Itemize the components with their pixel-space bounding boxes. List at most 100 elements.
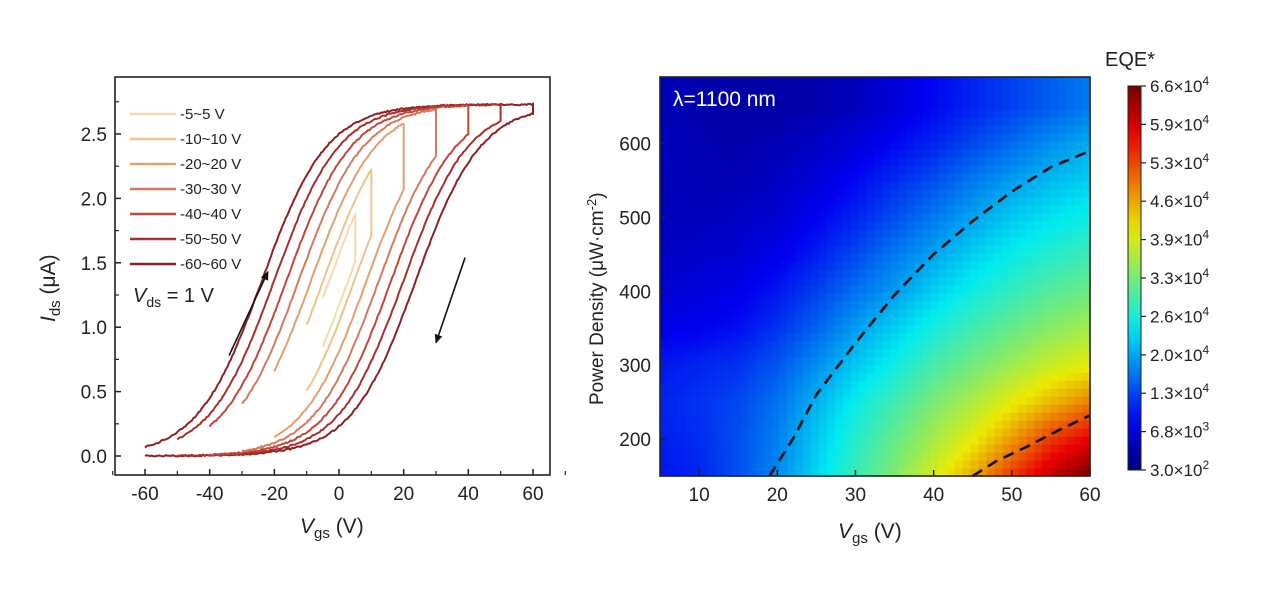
heatmap-cell — [724, 292, 733, 301]
heatmap-cell — [676, 292, 685, 301]
heatmap-cell — [1026, 93, 1035, 102]
heatmap-cell — [851, 181, 860, 190]
heatmap-cell — [979, 436, 988, 445]
series-line — [210, 105, 469, 455]
heatmap-cell — [947, 253, 956, 262]
heatmap-cell — [907, 157, 916, 166]
heatmap-cell — [724, 420, 733, 429]
heatmap-cell — [891, 348, 900, 357]
heatmap-cell — [827, 221, 836, 230]
heatmap-cell — [795, 157, 804, 166]
heatmap-cell — [923, 237, 932, 246]
heatmap-cell — [748, 332, 757, 341]
heatmap-cell — [835, 93, 844, 102]
legend: -5~5 V-10~10 V-20~20 V-30~30 V-40~40 V-5… — [130, 106, 241, 273]
heatmap-cell — [692, 205, 701, 214]
heatmap-cell — [859, 93, 868, 102]
heatmap-cell — [756, 444, 765, 453]
heatmap-cell — [795, 205, 804, 214]
heatmap-cell — [764, 356, 773, 365]
heatmap-cell — [859, 101, 868, 110]
heatmap-cell — [668, 380, 677, 389]
heatmap-cell — [994, 165, 1003, 174]
heatmap-cell — [676, 436, 685, 445]
heatmap-cell — [819, 412, 828, 421]
heatmap-cell — [668, 412, 677, 421]
heatmap-cell — [756, 372, 765, 381]
heatmap-cell — [1018, 173, 1027, 182]
heatmap-cell — [1034, 356, 1043, 365]
heatmap-cell — [764, 436, 773, 445]
heatmap-cell — [787, 117, 796, 126]
heatmap-cell — [764, 412, 773, 421]
heatmap-cell — [787, 101, 796, 110]
heatmap-cell — [947, 245, 956, 254]
heatmap-cell — [994, 101, 1003, 110]
heatmap-cell — [835, 157, 844, 166]
right-x-axis-label: Vgs (V) — [838, 520, 902, 547]
heatmap-cell — [907, 364, 916, 373]
heatmap-cell — [748, 316, 757, 325]
heatmap-cell — [986, 340, 995, 349]
heatmap-cell — [692, 396, 701, 405]
heatmap-cell — [1034, 420, 1043, 429]
heatmap-cell — [700, 253, 709, 262]
heatmap-cell — [867, 388, 876, 397]
heatmap-cell — [1026, 205, 1035, 214]
heatmap-cell — [851, 316, 860, 325]
heatmap-cell — [1066, 269, 1075, 278]
heatmap-cell — [668, 428, 677, 437]
heatmap-cell — [835, 324, 844, 333]
heatmap-cell — [955, 428, 964, 437]
heatmap-cell — [740, 316, 749, 325]
heatmap-cell — [684, 189, 693, 198]
heatmap-cell — [684, 165, 693, 174]
y-tick-label: 200 — [619, 430, 651, 451]
heatmap-cell — [1074, 237, 1083, 246]
heatmap-cell — [732, 412, 741, 421]
heatmap-cell — [915, 229, 924, 238]
heatmap-cell — [1066, 117, 1075, 126]
heatmap-cell — [1074, 308, 1083, 317]
heatmap-cell — [1026, 380, 1035, 389]
heatmap-cell — [684, 316, 693, 325]
heatmap-cell — [668, 245, 677, 254]
heatmap-cell — [740, 356, 749, 365]
heatmap-cell — [716, 452, 725, 461]
heatmap-cell — [891, 197, 900, 206]
heatmap-cell — [1042, 412, 1051, 421]
heatmap-cell — [1002, 261, 1011, 270]
heatmap-cell — [963, 85, 972, 94]
heatmap-cell — [939, 149, 948, 158]
heatmap-cell — [676, 77, 685, 86]
heatmap-cell — [684, 404, 693, 413]
heatmap-cell — [748, 284, 757, 293]
heatmap-cell — [748, 125, 757, 134]
heatmap-cell — [883, 85, 892, 94]
heatmap-cell — [700, 149, 709, 158]
heatmap-cell — [955, 157, 964, 166]
heatmap-cell — [1034, 229, 1043, 238]
heatmap-cell — [724, 324, 733, 333]
heatmap-cell — [835, 372, 844, 381]
y-tick-label: 0.0 — [81, 447, 107, 468]
heatmap-cell — [700, 157, 709, 166]
heatmap-cell — [843, 420, 852, 429]
heatmap-cell — [891, 372, 900, 381]
heatmap-cell — [971, 165, 980, 174]
heatmap-cell — [660, 133, 669, 142]
legend-label: -20~20 V — [180, 156, 241, 173]
heatmap-cell — [923, 428, 932, 437]
heatmap-cell — [1034, 205, 1043, 214]
heatmap-cell — [708, 324, 717, 333]
heatmap-cell — [779, 269, 788, 278]
heatmap-cell — [803, 348, 812, 357]
heatmap-cell — [732, 77, 741, 86]
heatmap-cell — [716, 181, 725, 190]
heatmap-cell — [891, 157, 900, 166]
heatmap-cell — [724, 388, 733, 397]
heatmap-cell — [979, 396, 988, 405]
heatmap-cell — [1026, 213, 1035, 222]
heatmap-cell — [1010, 173, 1019, 182]
heatmap-cell — [947, 77, 956, 86]
